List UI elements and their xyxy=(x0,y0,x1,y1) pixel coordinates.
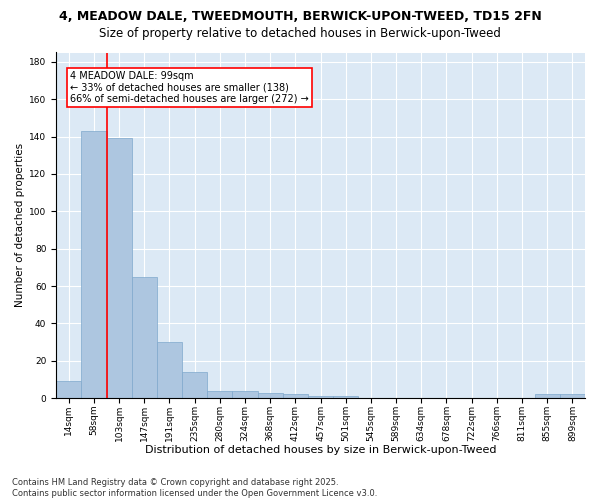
Bar xyxy=(82,131,107,398)
Bar xyxy=(333,396,358,398)
Bar xyxy=(257,392,283,398)
Bar xyxy=(535,394,560,398)
Text: Size of property relative to detached houses in Berwick-upon-Tweed: Size of property relative to detached ho… xyxy=(99,28,501,40)
Bar xyxy=(56,382,82,398)
Text: 4, MEADOW DALE, TWEEDMOUTH, BERWICK-UPON-TWEED, TD15 2FN: 4, MEADOW DALE, TWEEDMOUTH, BERWICK-UPON… xyxy=(59,10,541,23)
Bar xyxy=(207,390,232,398)
Bar xyxy=(157,342,182,398)
Bar xyxy=(308,396,333,398)
Text: Contains HM Land Registry data © Crown copyright and database right 2025.
Contai: Contains HM Land Registry data © Crown c… xyxy=(12,478,377,498)
Bar xyxy=(232,390,257,398)
Bar xyxy=(182,372,207,398)
Bar xyxy=(131,276,157,398)
Bar xyxy=(283,394,308,398)
Bar xyxy=(107,138,131,398)
X-axis label: Distribution of detached houses by size in Berwick-upon-Tweed: Distribution of detached houses by size … xyxy=(145,445,496,455)
Bar xyxy=(560,394,585,398)
Text: 4 MEADOW DALE: 99sqm
← 33% of detached houses are smaller (138)
66% of semi-deta: 4 MEADOW DALE: 99sqm ← 33% of detached h… xyxy=(70,71,309,104)
Y-axis label: Number of detached properties: Number of detached properties xyxy=(15,144,25,308)
